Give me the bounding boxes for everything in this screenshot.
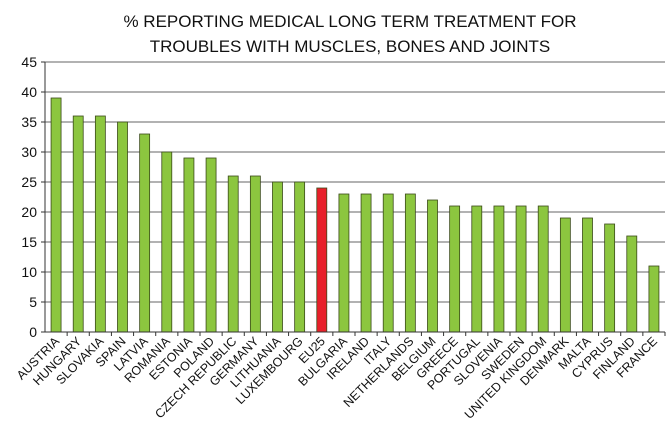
bar [626,235,638,333]
bar [205,157,217,333]
bar [427,199,438,333]
bar [50,97,62,333]
y-tick-label: 5 [29,294,37,310]
bar [272,181,283,333]
chart-title: % REPORTING MEDICAL LONG TERM TREATMENT … [123,12,576,31]
bar [382,193,394,333]
bar [94,115,106,333]
bar [604,223,616,333]
bar [117,121,128,333]
y-tick-label: 25 [21,174,37,190]
y-tick-label: 15 [21,234,37,250]
bar [249,175,261,333]
bar [493,205,505,333]
y-tick-label: 35 [21,114,37,130]
bar [471,205,483,333]
bar [648,265,660,333]
y-tick-label: 30 [21,144,37,160]
y-tick-label: 40 [21,84,37,100]
bar [183,157,195,333]
bar [72,115,84,333]
bar [537,205,549,333]
bar [161,151,173,333]
bar [449,205,461,333]
y-tick-label: 45 [21,54,37,70]
bar [515,205,527,333]
y-tick-label: 0 [29,324,37,340]
y-tick-label: 20 [21,204,37,220]
bar [139,133,151,333]
bar [316,187,328,333]
bar [338,193,350,333]
bar [582,217,593,333]
bar [360,193,372,333]
bar [227,175,239,333]
y-tick-label: 10 [21,264,37,280]
bar [294,181,306,333]
bar [404,193,416,333]
chart-title: TROUBLES WITH MUSCLES, BONES AND JOINTS [150,37,551,56]
bar [559,217,571,333]
